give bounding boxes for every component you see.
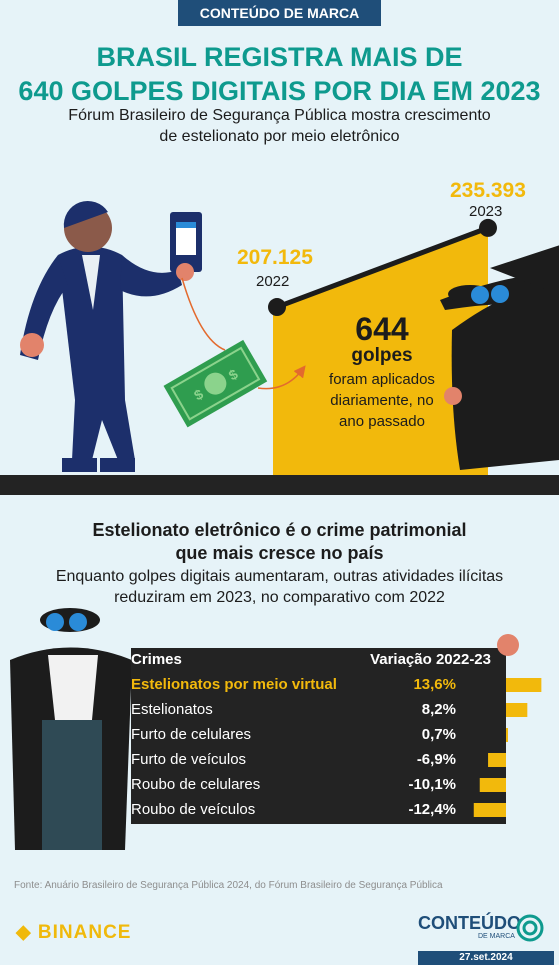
hand-icon xyxy=(497,634,519,656)
stat-unit: golpes xyxy=(351,345,413,366)
table-row: Estelionatos por meio virtual 13,6% xyxy=(131,676,461,701)
crime-variation: -6,9% xyxy=(416,751,456,768)
masked-thief-icon xyxy=(440,245,559,470)
crimes-table xyxy=(131,648,506,824)
headline-line-2: 640 GOLPES DIGITAIS POR DIA EM 2023 xyxy=(18,76,541,106)
table-row: Roubo de celulares -10,1% xyxy=(131,776,461,801)
binance-brand: ◆ BINANCE xyxy=(16,921,131,944)
stat-text-3: ano passado xyxy=(339,413,425,430)
crime-name: Furto de veículos xyxy=(131,751,247,768)
brand-content-badge: CONTEÚDO DE MARCA xyxy=(178,0,381,26)
section-subtitle-line-1: Enquanto golpes digitais aumentaram, out… xyxy=(55,568,504,585)
subtitle-line-1: Fórum Brasileiro de Segurança Pública mo… xyxy=(68,107,491,124)
crime-name: Estelionatos xyxy=(131,701,213,718)
header-crimes: Crimes xyxy=(131,651,182,668)
data-point-2023 xyxy=(479,218,497,237)
crime-variation: 13,6% xyxy=(413,676,456,693)
logo-main: CONTEÚDO xyxy=(418,913,521,933)
table-row: Estelionatos 8,2% xyxy=(131,701,461,726)
value-2023: 235.393 xyxy=(450,179,526,202)
masked-thief-figure xyxy=(10,608,132,850)
table-row: Roubo de veículos -12,4% xyxy=(131,801,461,826)
binance-logo-text: BINANCE xyxy=(37,922,132,943)
binance-diamond-icon: ◆ xyxy=(16,922,32,943)
headline-line-1: BRASIL REGISTRA MAIS DE xyxy=(96,42,463,72)
header-variation: Variação 2022-23 xyxy=(370,651,491,668)
stat-number: 644 xyxy=(355,311,409,347)
logo-sub: DE MARCA xyxy=(478,933,515,940)
year-2023: 2023 xyxy=(469,203,503,220)
growth-illustration: $ $ xyxy=(0,200,559,495)
crime-variation: -12,4% xyxy=(408,801,456,818)
crime-name: Furto de celulares xyxy=(131,726,252,743)
growth-line xyxy=(276,225,489,310)
publish-date: 27.set.2024 xyxy=(418,951,554,965)
source-note: Fonte: Anuário Brasileiro de Segurança P… xyxy=(14,880,443,891)
year-2022: 2022 xyxy=(256,273,290,290)
crime-name: Estelionatos por meio virtual xyxy=(131,676,337,693)
crime-variation: 8,2% xyxy=(421,701,456,718)
data-point-2022 xyxy=(268,298,286,317)
table-row: Furto de veículos -6,9% xyxy=(131,751,461,776)
content-brand-logo: CONTEÚDO DE MARCA xyxy=(418,913,521,941)
crime-variation: 0,7% xyxy=(421,726,456,743)
subtitle-line-2: de estelionato por meio eletrônico xyxy=(159,128,400,145)
stat-text-1: foram aplicados xyxy=(329,371,435,388)
value-2022: 207.125 xyxy=(237,246,313,269)
money-bill-icon: $ $ xyxy=(163,339,268,428)
crime-name: Roubo de veículos xyxy=(131,801,256,818)
section-subtitle-line-2: reduziram em 2023, no comparativo com 20… xyxy=(114,589,445,606)
table-row: Furto de celulares 0,7% xyxy=(131,726,461,751)
section-title-line-1: Estelionato eletrônico é o crime patrimo… xyxy=(92,520,467,540)
variation-bar xyxy=(488,753,506,767)
crime-variation: -10,1% xyxy=(408,776,456,793)
person-with-phone-icon xyxy=(20,200,202,472)
variation-bar xyxy=(479,778,506,792)
stat-text-2: diariamente, no xyxy=(330,392,434,409)
crime-name: Roubo de celulares xyxy=(131,776,261,793)
variation-bar xyxy=(473,803,506,817)
section-title-line-2: que mais cresce no país xyxy=(175,543,384,563)
variation-bar xyxy=(506,728,508,742)
variation-bar xyxy=(506,703,528,717)
table-header: Crimes Variação 2022-23 xyxy=(131,651,491,676)
variation-bars xyxy=(473,678,542,817)
logo-rings-icon xyxy=(516,914,544,942)
variation-bar xyxy=(506,678,542,692)
